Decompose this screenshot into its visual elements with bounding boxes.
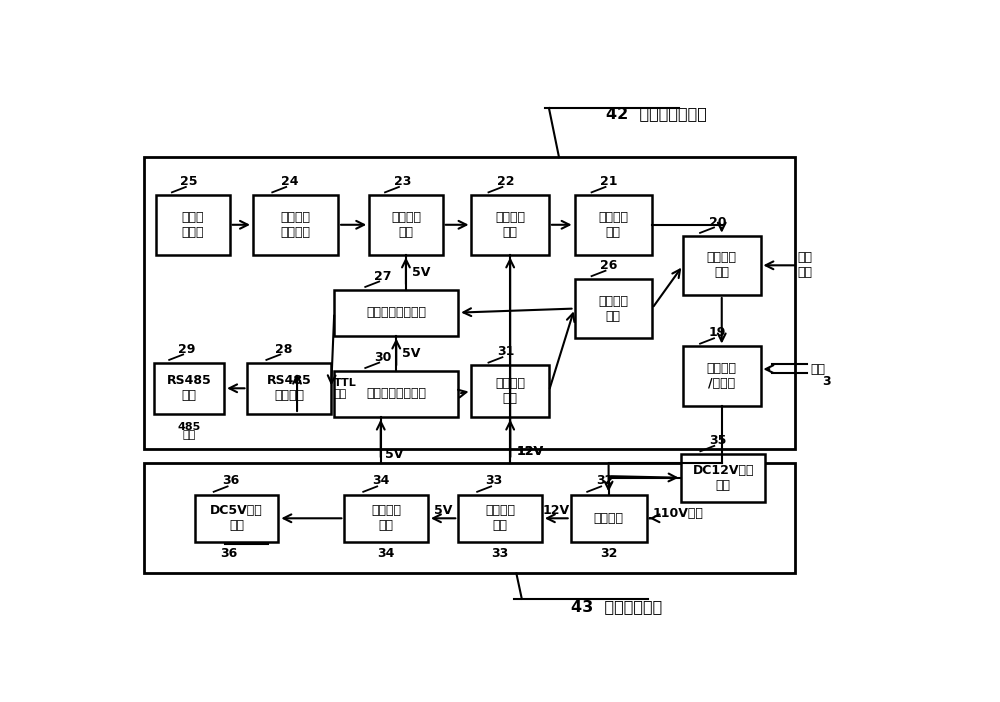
Text: RS485
转换电路: RS485 转换电路 xyxy=(267,374,312,402)
Bar xyxy=(144,463,795,574)
Text: 33: 33 xyxy=(486,475,503,487)
Bar xyxy=(156,195,230,255)
Text: 电源耦合
/分离器: 电源耦合 /分离器 xyxy=(707,362,737,390)
Text: 射频放大
电路: 射频放大 电路 xyxy=(495,211,525,239)
Text: 12V: 12V xyxy=(516,445,544,458)
Text: 视频调制
电路: 视频调制 电路 xyxy=(391,211,421,239)
Bar xyxy=(471,195,549,255)
Text: 数据: 数据 xyxy=(333,389,347,399)
Text: 共缆: 共缆 xyxy=(811,363,826,376)
Bar xyxy=(154,363,224,414)
Text: 射频耦合
端口: 射频耦合 端口 xyxy=(707,251,737,279)
Text: 数据: 数据 xyxy=(183,430,196,440)
Text: 32: 32 xyxy=(596,475,613,487)
Bar xyxy=(369,195,443,255)
Text: 5V: 5V xyxy=(434,504,452,517)
Text: 27: 27 xyxy=(374,270,391,283)
Text: 信号隔离
电路: 信号隔离 电路 xyxy=(598,211,628,239)
Text: 视频输
入端口: 视频输 入端口 xyxy=(182,211,204,239)
Bar xyxy=(253,195,338,255)
Bar xyxy=(334,371,458,417)
Text: 42  视频数据复用器: 42 视频数据复用器 xyxy=(606,106,706,121)
Text: 31: 31 xyxy=(497,345,514,358)
Text: 34: 34 xyxy=(372,475,389,487)
Text: 20: 20 xyxy=(709,216,726,229)
Text: 射频放大
电路: 射频放大 电路 xyxy=(495,377,525,405)
Text: 26: 26 xyxy=(600,259,617,272)
Bar xyxy=(195,494,278,542)
Text: 22: 22 xyxy=(497,175,514,188)
Text: 110V交流: 110V交流 xyxy=(653,508,704,520)
Bar xyxy=(458,494,542,542)
Bar xyxy=(144,157,795,449)
Text: DC5V输出
端口: DC5V输出 端口 xyxy=(210,504,263,532)
Text: 36: 36 xyxy=(222,475,239,487)
Bar xyxy=(683,346,761,406)
Text: DC12V输出
端口: DC12V输出 端口 xyxy=(693,464,754,492)
Text: 19: 19 xyxy=(709,326,726,339)
Text: 21: 21 xyxy=(600,175,618,188)
Bar xyxy=(334,290,458,336)
Text: 24: 24 xyxy=(281,175,298,188)
Text: 电源调整
电路: 电源调整 电路 xyxy=(485,504,515,532)
Text: 5V: 5V xyxy=(385,448,403,461)
Text: 36: 36 xyxy=(220,548,237,560)
Text: RS485
端口: RS485 端口 xyxy=(167,374,212,402)
Text: 23: 23 xyxy=(394,175,411,188)
Text: 28: 28 xyxy=(275,343,292,356)
Text: 5V: 5V xyxy=(402,347,421,359)
Text: 下行数据解调电路: 下行数据解调电路 xyxy=(366,306,426,319)
Text: 32: 32 xyxy=(600,548,617,560)
Text: 485: 485 xyxy=(178,422,201,432)
Bar xyxy=(683,236,761,295)
Text: 信号隔离
电路: 信号隔离 电路 xyxy=(598,295,628,322)
Text: 34: 34 xyxy=(377,548,395,560)
Text: 30: 30 xyxy=(374,351,391,364)
Text: 3: 3 xyxy=(822,375,831,388)
Bar xyxy=(681,454,765,501)
Bar xyxy=(344,494,428,542)
Text: 33: 33 xyxy=(491,548,509,560)
Text: 12V: 12V xyxy=(516,445,544,458)
Text: 43  水下电源模块: 43 水下电源模块 xyxy=(571,599,662,614)
Text: 射频
信号: 射频 信号 xyxy=(798,251,813,279)
Text: 25: 25 xyxy=(180,175,198,188)
Text: 开关电源: 开关电源 xyxy=(594,512,624,525)
Bar xyxy=(574,195,652,255)
Text: TTL: TTL xyxy=(333,378,356,388)
Bar xyxy=(247,363,331,414)
Text: 电源滤波
电路: 电源滤波 电路 xyxy=(371,504,401,532)
Text: 上行数据调制电路: 上行数据调制电路 xyxy=(366,388,426,400)
Text: 35: 35 xyxy=(709,434,726,447)
Text: 29: 29 xyxy=(178,343,195,356)
Bar xyxy=(574,279,652,338)
Bar xyxy=(471,365,549,417)
Text: 5V: 5V xyxy=(412,265,431,279)
Bar xyxy=(571,494,647,542)
Text: 视频幅度
调整电路: 视频幅度 调整电路 xyxy=(280,211,310,239)
Text: 12V: 12V xyxy=(543,504,570,517)
